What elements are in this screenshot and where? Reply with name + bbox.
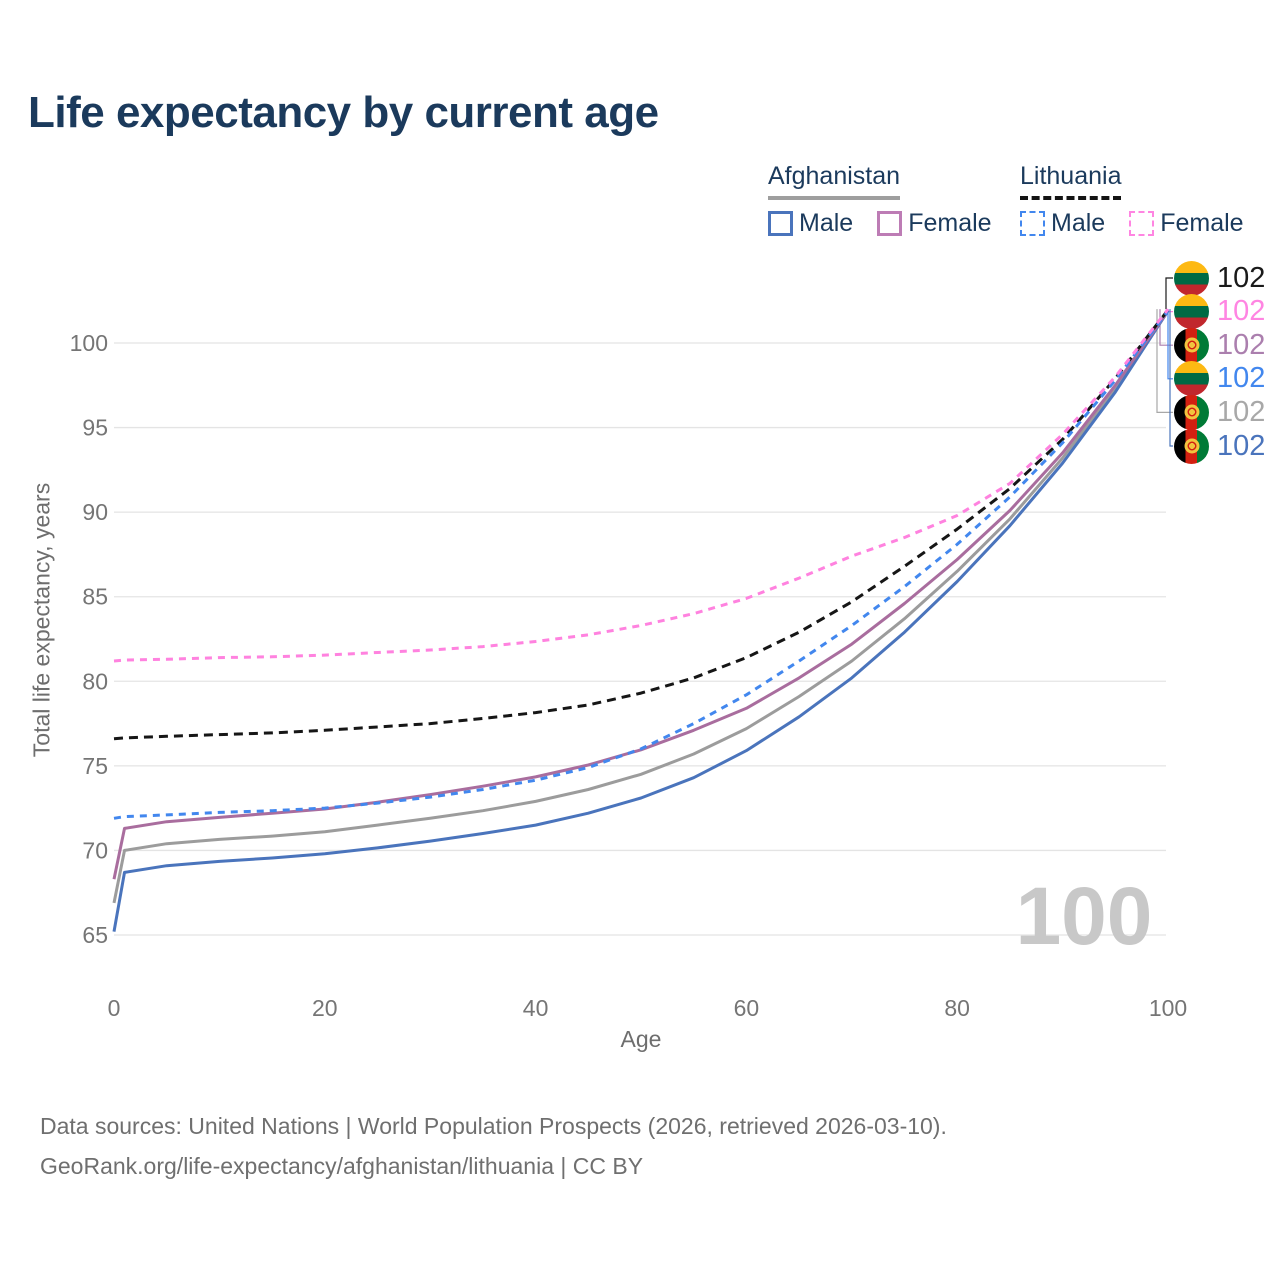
series-line-lithuania-female bbox=[113, 308, 1170, 663]
y-tick-label: 85 bbox=[82, 584, 108, 610]
footer: Data sources: United Nations | World Pop… bbox=[40, 1106, 947, 1186]
legend-item-afghanistan-female[interactable]: Female bbox=[877, 209, 992, 238]
end-label-row: 102 bbox=[1174, 260, 1266, 296]
legend-item-lithuania-male[interactable]: Male bbox=[1020, 209, 1105, 238]
end-value: 102 bbox=[1217, 429, 1266, 462]
end-label-leader-line bbox=[1156, 309, 1173, 413]
y-tick-label: 65 bbox=[82, 922, 108, 948]
chart-title: Life expectancy by current age bbox=[28, 88, 659, 137]
legend-group-afghanistan: Afghanistan Male Female bbox=[768, 162, 992, 238]
afghanistan-flag-icon bbox=[1174, 394, 1209, 430]
end-label-row: 102 bbox=[1174, 327, 1266, 363]
afghanistan-emblem-icon bbox=[1184, 337, 1199, 353]
lithuania-flag-icon bbox=[1174, 294, 1209, 330]
footer-attribution-link: GeoRank.org/life-expectancy/afghanistan/… bbox=[40, 1153, 644, 1179]
legend-country-afghanistan[interactable]: Afghanistan bbox=[768, 162, 901, 200]
x-tick-label: 100 bbox=[1149, 995, 1187, 1021]
series-line-afghanistan-female bbox=[112, 310, 1170, 880]
end-label-row: 102 bbox=[1174, 361, 1266, 397]
legend-label: Female bbox=[1160, 209, 1244, 237]
legend-label: Female bbox=[908, 209, 992, 237]
y-tick-label: 100 bbox=[70, 330, 108, 356]
lithuania-female-swatch-icon bbox=[1129, 211, 1155, 236]
y-axis-title: Total life expectancy, years bbox=[28, 482, 55, 758]
lithuania-flag-icon bbox=[1174, 260, 1209, 296]
legend-label: Male bbox=[799, 209, 854, 237]
end-label-leader-line bbox=[1169, 309, 1173, 447]
end-label-leader-line bbox=[1167, 309, 1173, 380]
legend-item-lithuania-female[interactable]: Female bbox=[1129, 209, 1244, 238]
afghanistan-flag-icon bbox=[1174, 428, 1209, 464]
afghanistan-flag-icon bbox=[1174, 327, 1209, 363]
lithuania-flag-icon bbox=[1174, 361, 1209, 397]
afghanistan-emblem-icon bbox=[1184, 404, 1199, 420]
series-line-lithuania-both bbox=[113, 309, 1170, 741]
x-tick-label: 60 bbox=[734, 995, 760, 1021]
end-label-row: 102 bbox=[1174, 394, 1266, 430]
y-tick-label: 70 bbox=[82, 837, 108, 863]
y-tick-label: 80 bbox=[82, 668, 108, 694]
series-line-lithuania-male bbox=[113, 309, 1170, 820]
end-label-leader-line bbox=[1165, 277, 1173, 310]
end-value: 102 bbox=[1217, 261, 1266, 294]
end-value: 102 bbox=[1217, 328, 1266, 361]
series-line-afghanistan-male bbox=[112, 310, 1170, 932]
lithuania-male-swatch-icon bbox=[1020, 211, 1045, 236]
legend-item-afghanistan-male[interactable]: Male bbox=[768, 209, 853, 238]
end-value: 102 bbox=[1217, 395, 1266, 428]
legend-label: Male bbox=[1051, 209, 1106, 237]
end-label-row: 102 bbox=[1174, 428, 1266, 464]
age-watermark: 100 bbox=[1016, 871, 1153, 962]
x-tick-label: 20 bbox=[312, 995, 338, 1021]
x-tick-label: 40 bbox=[523, 995, 549, 1021]
afghanistan-emblem-icon bbox=[1184, 438, 1199, 454]
series-line-afghanistan-both bbox=[112, 310, 1170, 904]
x-tick-label: 80 bbox=[944, 995, 970, 1021]
end-value: 102 bbox=[1217, 295, 1266, 328]
y-tick-label: 75 bbox=[82, 753, 108, 779]
afghanistan-female-swatch-icon bbox=[877, 211, 903, 236]
end-label-row: 102 bbox=[1174, 294, 1266, 330]
legend-group-lithuania: Lithuania Male Female bbox=[1020, 162, 1244, 238]
y-tick-label: 90 bbox=[82, 499, 108, 525]
legend-country-lithuania[interactable]: Lithuania bbox=[1020, 162, 1122, 200]
x-axis-title: Age bbox=[620, 1026, 662, 1052]
afghanistan-male-swatch-icon bbox=[768, 211, 793, 236]
y-tick-label: 95 bbox=[82, 415, 108, 441]
end-value: 102 bbox=[1217, 362, 1266, 395]
x-tick-label: 0 bbox=[108, 995, 121, 1021]
footer-data-sources: Data sources: United Nations | World Pop… bbox=[40, 1113, 947, 1139]
